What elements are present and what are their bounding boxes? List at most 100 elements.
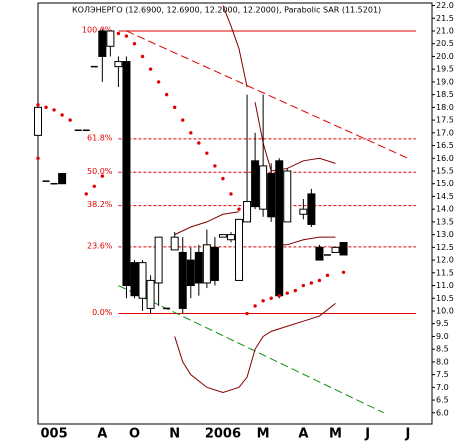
y-tick-label: 7.5 (436, 370, 449, 379)
sar-dot (285, 291, 289, 295)
sar-dot (253, 304, 257, 308)
candle-body (259, 165, 268, 210)
fib-label: 38.2% (87, 200, 113, 209)
x-tick-label: A (97, 427, 107, 442)
plot-frame (37, 2, 433, 425)
sar-dot (221, 176, 225, 181)
sar-dot (269, 296, 273, 300)
candle-body (186, 259, 195, 287)
candle-body (315, 246, 324, 261)
y-tick-label: 21.0 (436, 26, 454, 35)
sar-dot (189, 131, 193, 135)
sar-dot (205, 151, 209, 155)
y-tick-label: 13.5 (436, 217, 454, 226)
band-line (222, 5, 248, 88)
sar-dot (68, 118, 72, 122)
candle-body (226, 234, 235, 241)
candle-body (98, 30, 107, 57)
y-tick-label: 18.5 (436, 90, 454, 99)
candle-body (267, 173, 276, 218)
sar-dot (140, 54, 145, 59)
sar-dot (341, 270, 346, 274)
x-tick-label: O (129, 427, 140, 442)
candle-body (114, 61, 123, 68)
y-tick-label: 17.0 (436, 128, 454, 137)
candle-body (275, 160, 284, 297)
y-tick-label: 14.0 (436, 205, 454, 214)
sar-dot (237, 207, 241, 211)
fib-label: 100.0% (82, 25, 113, 34)
sar-dot (309, 281, 314, 285)
y-tick-label: 12.0 (436, 256, 454, 265)
sar-dot (36, 156, 40, 160)
band-line (174, 302, 336, 393)
sar-dot (100, 174, 105, 178)
y-tick-label: 6.5 (436, 396, 449, 405)
sar-dot (60, 113, 64, 117)
candle-body (130, 262, 139, 297)
y-tick-label: 9.5 (436, 319, 449, 328)
candle-body (194, 251, 203, 284)
sar-dot (132, 42, 137, 46)
sar-dot (156, 80, 161, 84)
sar-dot (317, 278, 322, 283)
y-tick-label: 19.0 (436, 77, 454, 86)
sar-dot (197, 141, 201, 145)
sar-dot (301, 283, 306, 288)
candle-body (58, 173, 67, 185)
y-tick-label: 10.0 (436, 306, 454, 315)
y-tick-label: 15.5 (436, 166, 454, 175)
fib-label: 61.8% (87, 133, 113, 142)
y-tick-label: 6.0 (436, 408, 449, 417)
sar-dot (277, 294, 281, 298)
y-tick-label: 9.0 (436, 332, 449, 341)
y-tick-label: 12.5 (436, 243, 454, 252)
sar-dot (124, 34, 129, 38)
candle-body (146, 279, 155, 309)
candle-body (299, 208, 308, 215)
sar-dot (52, 108, 56, 112)
sar-dot (245, 311, 249, 316)
sar-dot (325, 273, 330, 278)
fib-label: 23.6% (87, 241, 113, 250)
y-tick-label: 8.5 (436, 345, 449, 354)
sar-dot (36, 103, 40, 107)
x-tick-label: A (298, 427, 308, 442)
sar-dot (164, 92, 169, 97)
x-tick-label: J (404, 427, 410, 442)
candle-body (283, 170, 292, 223)
y-tick-label: 22.0 (436, 1, 454, 10)
trend-line (118, 285, 384, 414)
y-tick-label: 19.5 (436, 65, 454, 74)
x-tick-label: 005 (41, 427, 68, 442)
candle-body (178, 251, 187, 309)
x-tick-label: N (169, 427, 180, 442)
y-tick-label: 14.5 (436, 192, 454, 201)
y-tick-label: 20.5 (436, 39, 454, 48)
x-tick-label: M (329, 427, 342, 442)
candle-body (251, 160, 260, 208)
candle-body (307, 193, 316, 225)
sar-dot (116, 31, 121, 36)
sar-dot (181, 118, 185, 122)
y-tick-label: 11.0 (436, 281, 454, 290)
candle-body (218, 234, 227, 238)
candle-body (138, 262, 147, 299)
y-tick-label: 17.5 (436, 116, 454, 125)
sar-dot (148, 67, 153, 71)
band-line (279, 236, 336, 246)
candle-body (339, 242, 348, 256)
y-tick-label: 20.0 (436, 52, 454, 61)
y-tick-label: 11.5 (436, 268, 454, 277)
y-tick-label: 7.0 (436, 383, 449, 392)
sar-dot (84, 192, 88, 196)
candle-body (34, 106, 42, 136)
sar-dot (44, 105, 48, 110)
y-tick-label: 10.5 (436, 294, 454, 303)
trend-line (126, 30, 409, 159)
candle-body (243, 201, 252, 223)
y-tick-label: 15.0 (436, 179, 454, 188)
y-tick-label: 13.0 (436, 230, 454, 239)
